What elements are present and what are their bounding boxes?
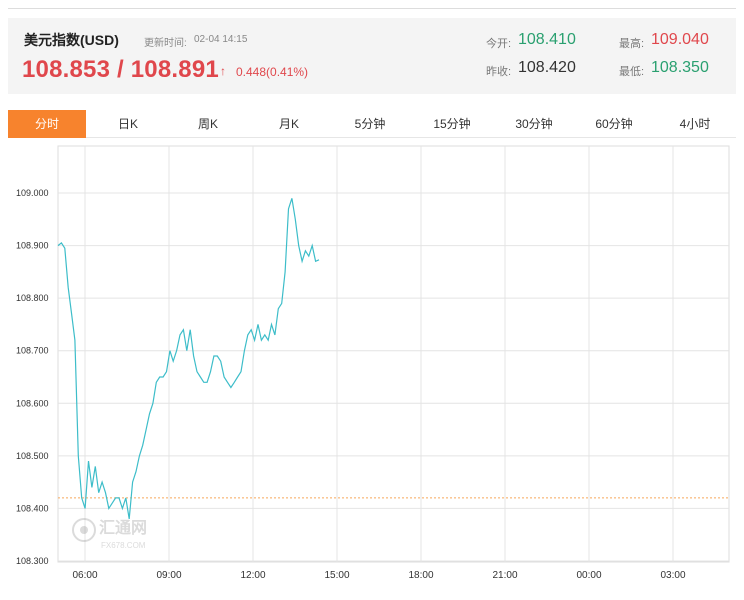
- watermark-logo: 汇通网 FX678.COM: [72, 518, 147, 550]
- x-tick-label: 09:00: [156, 570, 181, 581]
- y-tick-label: 108.900: [16, 241, 49, 251]
- high-label: 最高:: [619, 38, 645, 50]
- low-label: 最低:: [619, 66, 645, 78]
- open-label: 今开:: [486, 38, 512, 50]
- tab-4hour[interactable]: 4小时: [679, 117, 711, 131]
- tab-intraday[interactable]: 分时: [8, 110, 86, 138]
- y-axis-ticks: 108.300 108.400 108.500 108.600 108.700 108.8…: [16, 188, 49, 566]
- x-tick-label: 15:00: [324, 570, 349, 581]
- price-series-line: [57, 198, 320, 519]
- price-change: 0.448(0.41%): [236, 65, 309, 79]
- period-tabs: 分时 日K 周K 月K 5分钟 15分钟 30分钟 60分钟 4小时: [8, 110, 736, 138]
- y-tick-label: 108.400: [16, 503, 49, 513]
- x-tick-label: 06:00: [72, 570, 97, 581]
- open-value: 108.410: [518, 31, 576, 48]
- low-value: 108.350: [651, 59, 709, 76]
- y-tick-label: 109.000: [16, 188, 49, 198]
- x-tick-label: 00:00: [576, 570, 601, 581]
- high-value: 109.040: [651, 31, 709, 48]
- y-tick-label: 108.300: [16, 556, 49, 566]
- tab-weekly-k[interactable]: 周K: [197, 117, 218, 131]
- plot-border: [57, 145, 730, 563]
- x-tick-label: 03:00: [660, 570, 685, 581]
- watermark-text: 汇通网: [99, 519, 147, 537]
- up-arrow-icon: ↑: [220, 64, 226, 78]
- y-tick-label: 108.800: [16, 293, 49, 303]
- tab-daily-k[interactable]: 日K: [117, 117, 138, 131]
- quote-header: 美元指数(USD) 更新时间: 02-04 14:15 108.853 / 10…: [8, 18, 736, 94]
- tab-30min[interactable]: 30分钟: [515, 117, 553, 131]
- x-tick-label: 12:00: [240, 570, 265, 581]
- x-tick-label: 18:00: [408, 570, 433, 581]
- x-axis-ticks: 06:00 09:00 12:00 15:00 18:00 21:00 00:00 03:00: [72, 570, 685, 581]
- instrument-title: 美元指数(USD): [24, 32, 119, 48]
- top-divider: [8, 8, 736, 9]
- x-tick-label: 21:00: [492, 570, 517, 581]
- tab-15min[interactable]: 15分钟: [433, 117, 471, 131]
- current-price: 108.853 / 108.891: [22, 56, 219, 83]
- prev-close-label: 昨收:: [486, 66, 512, 78]
- prev-close-value: 108.420: [518, 59, 576, 76]
- y-tick-label: 108.600: [16, 398, 49, 408]
- tab-monthly-k[interactable]: 月K: [278, 117, 299, 131]
- tab-5min[interactable]: 5分钟: [354, 117, 386, 131]
- update-time-value: 02-04 14:15: [194, 34, 248, 45]
- y-tick-label: 108.500: [16, 451, 49, 461]
- update-time-label: 更新时间:: [144, 38, 187, 49]
- y-tick-label: 108.700: [16, 346, 49, 356]
- chart-grid: [57, 145, 730, 563]
- tab-60min[interactable]: 60分钟: [595, 117, 633, 131]
- watermark-subtext: FX678.COM: [101, 541, 146, 550]
